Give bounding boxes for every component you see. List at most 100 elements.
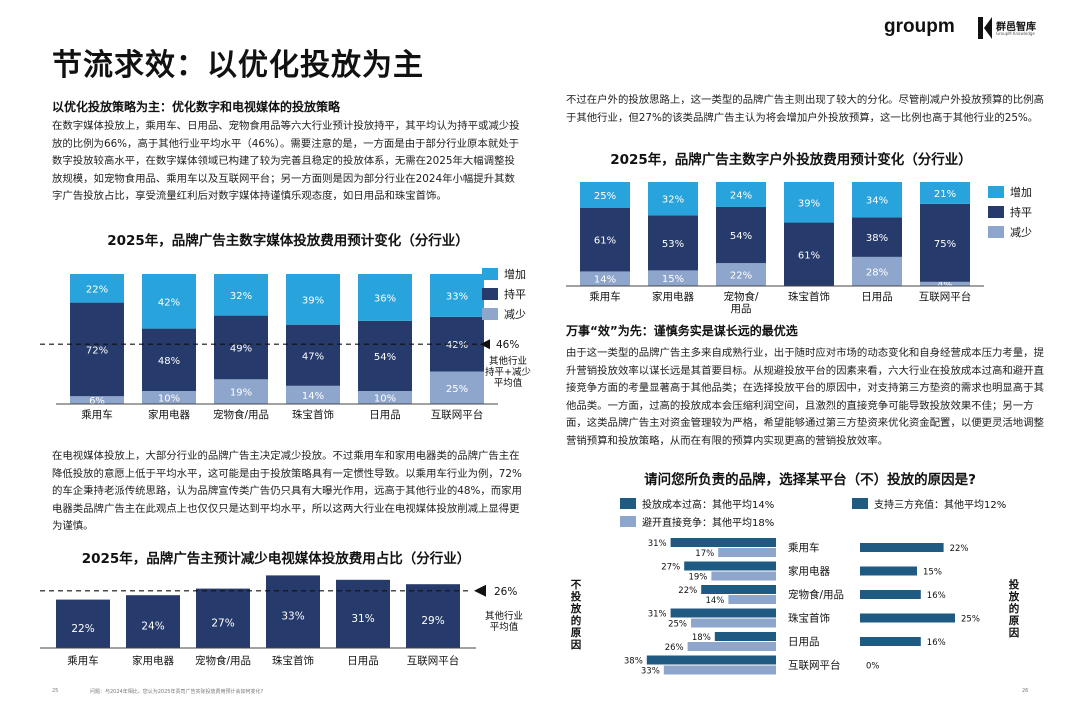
data-label-digital-增加-1: 42% bbox=[158, 297, 180, 308]
reference-note-digital-2: 平均值 bbox=[494, 377, 523, 389]
data-label-digital-减少-3: 14% bbox=[302, 391, 324, 402]
bar-reasons-compete-0 bbox=[718, 548, 776, 557]
y-tick-label-reasons-2: 宠物食/用品 bbox=[788, 588, 844, 601]
y-tick-label-reasons-5: 互联网平台 bbox=[788, 659, 841, 672]
reference-note-digital-1: 持平+减少 bbox=[485, 366, 531, 378]
data-label-digital-持平-1: 48% bbox=[158, 356, 180, 367]
data-label-digital-持平-3: 47% bbox=[302, 351, 324, 362]
legend-label-digital-2: 减少 bbox=[504, 308, 526, 321]
legend-label-outdoor-1: 持平 bbox=[1010, 205, 1032, 219]
tv-chart-title: 2025年，品牌广告主预计减少电视媒体投放费用占比（分行业） bbox=[81, 551, 471, 567]
left-axis-label-1: 投 bbox=[571, 590, 582, 603]
data-label-reasons-thirdparty-0: 22% bbox=[950, 544, 969, 554]
data-label-reasons-cost-4: 18% bbox=[692, 633, 711, 643]
x-tick-label-outdoor-2-b: 用品 bbox=[731, 303, 752, 314]
bar-outdoor-减少-2 bbox=[716, 263, 766, 286]
data-label-outdoor-增加-0: 25% bbox=[594, 191, 616, 202]
bar-reasons-thirdparty-0 bbox=[860, 543, 944, 552]
bar-reasons-cost-4 bbox=[714, 632, 776, 641]
data-label-reasons-compete-4: 26% bbox=[665, 643, 684, 653]
data-label-digital-减少-4: 10% bbox=[374, 394, 396, 405]
x-tick-label-outdoor-5: 互联网平台 bbox=[919, 290, 972, 303]
right-axis-label-3: 原 bbox=[1009, 615, 1020, 627]
x-tick-label-outdoor-4: 日用品 bbox=[861, 291, 893, 303]
bar-outdoor-持平-2 bbox=[716, 206, 766, 264]
data-label-digital-持平-4: 54% bbox=[374, 352, 396, 363]
data-label-reasons-cost-2: 22% bbox=[678, 586, 697, 596]
left-paragraph-1: 在数字媒体投放上，乘用车、日用品、宠物食用品等六大行业预计投放持平，其平均认为持… bbox=[52, 120, 520, 203]
x-tick-label-digital-3: 珠宝首饰 bbox=[292, 408, 334, 421]
bar-outdoor-增加-0 bbox=[580, 182, 630, 208]
y-tick-label-reasons-1: 家用电器 bbox=[788, 565, 830, 578]
bar-outdoor-减少-1 bbox=[648, 270, 698, 286]
right-axis-label-1: 放 bbox=[1008, 590, 1020, 603]
data-label-outdoor-持平-1: 53% bbox=[662, 239, 684, 250]
right-axis-label-0: 投 bbox=[1009, 578, 1020, 591]
reference-note-digital-0: 其他行业 bbox=[489, 355, 527, 367]
bar-reasons-cost-1 bbox=[684, 561, 776, 571]
data-label-reasons-thirdparty-1: 15% bbox=[923, 568, 942, 578]
bar-outdoor-持平-1 bbox=[648, 215, 698, 271]
legend-label-digital-0: 增加 bbox=[504, 267, 526, 281]
data-label-outdoor-减少-0: 14% bbox=[594, 275, 616, 286]
bar-digital-持平-1 bbox=[142, 328, 196, 391]
legend-swatch-digital-0 bbox=[482, 268, 498, 280]
legend-swatch-reasons-0 bbox=[620, 498, 636, 509]
legend-label-reasons-1: 支持三方充值：其他平均12% bbox=[874, 498, 1006, 511]
legend-label-outdoor-0: 增加 bbox=[1010, 185, 1032, 199]
left-axis-label-3: 的 bbox=[571, 614, 582, 627]
x-tick-label-tv-3: 珠宝首饰 bbox=[272, 654, 314, 667]
digital-media-chart: 6% 72% 22% 乘用车 10% 48% 42% 家用电器 19% 49% 32% 宠物食/用品 1… bbox=[40, 267, 531, 421]
bar-reasons-compete-5 bbox=[663, 665, 776, 675]
x-tick-label-digital-0: 乘用车 bbox=[81, 408, 113, 421]
data-label-outdoor-增加-1: 32% bbox=[662, 195, 684, 206]
bar-outdoor-持平-3 bbox=[784, 222, 834, 286]
page-number-right: 26 bbox=[1022, 688, 1029, 694]
x-tick-label-tv-2: 宠物食/用品 bbox=[195, 654, 251, 667]
bar-reasons-compete-2 bbox=[728, 595, 776, 604]
data-label-outdoor-减少-4: 28% bbox=[866, 267, 888, 278]
bar-reasons-compete-4 bbox=[687, 642, 776, 651]
qunyi-logo-text: 群邑智库 bbox=[996, 22, 1036, 33]
bar-reasons-compete-3 bbox=[691, 618, 776, 628]
bar-digital-持平-2 bbox=[214, 315, 268, 380]
bar-outdoor-减少-0 bbox=[580, 271, 630, 286]
bar-digital-增加-1 bbox=[142, 274, 196, 329]
left-axis-label-0: 不 bbox=[571, 579, 582, 591]
data-label-digital-增加-3: 39% bbox=[302, 295, 324, 306]
data-label-tv-1: 24% bbox=[141, 621, 164, 633]
left-axis-label-5: 因 bbox=[571, 639, 582, 651]
x-tick-label-digital-5: 互联网平台 bbox=[431, 408, 484, 421]
bar-outdoor-增加-4 bbox=[852, 182, 902, 218]
x-tick-label-tv-1: 家用电器 bbox=[132, 654, 174, 667]
legend-label-reasons-0: 投放成本过高：其他平均14% bbox=[642, 498, 774, 511]
legend-label-reasons-2: 避开直接竞争：其他平均18% bbox=[642, 516, 774, 529]
data-label-tv-0: 22% bbox=[71, 623, 94, 635]
reference-arrow-digital bbox=[480, 339, 490, 350]
footnote: 问题：与2024年相比，您认为2025年贵司广告实际投放费用预计会如何变化? bbox=[90, 689, 264, 695]
x-tick-label-digital-4: 日用品 bbox=[369, 409, 401, 421]
bar-reasons-thirdparty-4 bbox=[860, 637, 921, 646]
data-label-digital-增加-5: 33% bbox=[446, 291, 468, 302]
data-label-reasons-compete-1: 19% bbox=[688, 573, 707, 583]
data-label-tv-5: 29% bbox=[421, 615, 444, 627]
left-axis-label-2: 放 bbox=[570, 602, 582, 615]
bar-digital-减少-1 bbox=[142, 391, 196, 404]
x-tick-label-digital-2: 宠物食/用品 bbox=[213, 408, 269, 421]
data-label-reasons-thirdparty-4: 16% bbox=[927, 638, 946, 648]
reference-label-digital: 46% bbox=[496, 339, 519, 351]
bar-digital-持平-4 bbox=[358, 320, 412, 391]
bar-outdoor-减少-5 bbox=[920, 281, 970, 286]
data-label-reasons-compete-3: 25% bbox=[668, 620, 687, 630]
legend-swatch-reasons-2 bbox=[620, 516, 636, 527]
groupm-logo: groupm bbox=[884, 16, 955, 37]
data-label-digital-增加-4: 36% bbox=[374, 293, 396, 304]
bar-digital-增加-0 bbox=[70, 274, 124, 303]
y-tick-label-reasons-0: 乘用车 bbox=[788, 541, 820, 554]
data-label-reasons-cost-0: 31% bbox=[648, 539, 667, 549]
bar-outdoor-持平-5 bbox=[920, 203, 970, 282]
left-paragraph-2: 在电视媒体投放上，大部分行业的品牌广告主决定减少投放。不过乘用车和家用电器类的品… bbox=[52, 450, 522, 533]
reasons-chart-title: 请问您所负责的品牌，选择某平台（不）投放的原因是? bbox=[644, 472, 976, 488]
data-label-outdoor-持平-0: 61% bbox=[594, 236, 616, 247]
qunyi-logo-icon bbox=[978, 17, 992, 39]
